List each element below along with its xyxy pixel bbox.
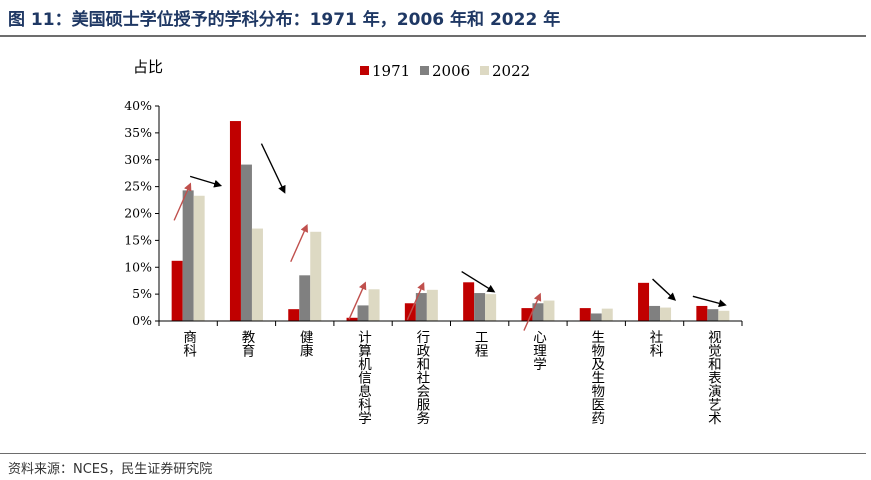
bar-1971-7 — [579, 308, 591, 321]
x-category-label: 心理学 — [530, 330, 547, 371]
trend-arrow-5 — [461, 270, 496, 293]
y-axis: 0% 5% 10% 15% 20% 25% 30% 35% 40% — [124, 98, 160, 328]
y-tick-label: 10% — [124, 259, 152, 274]
bar-1971-3 — [346, 317, 358, 321]
bar-2006-1 — [240, 164, 252, 321]
bars — [171, 121, 730, 321]
legend: 1971 2006 2022 — [360, 62, 530, 80]
y-tick-label: 0% — [132, 313, 152, 328]
bar-2006-9 — [707, 309, 719, 321]
y-tick-label: 15% — [124, 232, 152, 247]
trend-arrow-0 — [173, 182, 192, 221]
legend-swatch-2006 — [420, 66, 429, 75]
y-tick-label: 5% — [132, 286, 152, 301]
bar-2022-1 — [251, 228, 263, 321]
y-axis-label: 占比 — [133, 58, 163, 76]
bar-1971-5 — [463, 282, 475, 321]
figure-title: 图 11：美国硕士学位授予的学科分布：1971 年，2006 年和 2022 年 — [8, 10, 561, 30]
bar-chart: 占比 1971 2006 2022 0% 5% 10% 15% 20% 25% 30% 35% 40… — [124, 58, 743, 425]
footer-divider — [0, 453, 866, 454]
x-category-label: 教育 — [238, 330, 255, 358]
x-category-label: 计算机信息科学 — [355, 330, 372, 425]
trend-arrow-4 — [406, 281, 425, 321]
trend-arrow-8 — [652, 278, 677, 301]
y-tick-label: 35% — [124, 125, 152, 140]
x-category-label: 视觉和表演艺术 — [705, 330, 722, 425]
trend-arrows — [173, 143, 727, 331]
y-tick-label: 30% — [124, 152, 152, 167]
bar-2022-0 — [193, 195, 205, 321]
legend-label-2022: 2022 — [492, 62, 530, 80]
title-divider — [0, 35, 866, 37]
bar-2006-2 — [299, 275, 311, 321]
trend-arrow-2 — [290, 223, 308, 263]
x-category-label: 工程 — [472, 330, 489, 358]
trend-arrow-1 — [260, 143, 286, 194]
bar-2022-7 — [601, 308, 613, 321]
bar-1971-6 — [521, 308, 533, 321]
legend-label-2006: 2006 — [432, 62, 470, 80]
bar-2006-7 — [590, 313, 602, 321]
bar-2022-8 — [660, 307, 672, 321]
bar-1971-8 — [638, 282, 650, 321]
bar-2006-8 — [649, 305, 661, 321]
bar-2022-6 — [543, 300, 555, 321]
x-category-label: 社科 — [647, 330, 664, 358]
bar-2022-9 — [718, 310, 730, 321]
bar-2022-5 — [485, 294, 497, 321]
bar-2022-2 — [310, 231, 322, 321]
bar-2006-0 — [182, 190, 194, 321]
source-note: 资料来源：NCES，民生证券研究院 — [8, 462, 213, 477]
bar-1971-1 — [229, 121, 241, 321]
x-category-label: 生物及生物医药 — [588, 330, 605, 425]
x-category-label: 健康 — [297, 330, 314, 358]
legend-label-1971: 1971 — [372, 62, 410, 80]
bar-2022-4 — [426, 289, 438, 321]
trend-arrow-6 — [523, 292, 542, 331]
x-axis: 商科 教育 健康 计算机信息科学 行政和社会服务 工程 心理学 生物及生物医药 社科 视觉和表演艺… — [158, 320, 743, 425]
bar-2006-5 — [474, 293, 486, 321]
bar-2022-3 — [368, 289, 380, 321]
x-category-label: 商科 — [180, 330, 197, 358]
bar-1971-9 — [696, 305, 708, 321]
trend-arrow-0 — [189, 175, 223, 188]
legend-swatch-2022 — [480, 66, 489, 75]
y-tick-label: 40% — [124, 98, 152, 113]
y-tick-label: 25% — [124, 179, 152, 194]
x-category-label: 行政和社会服务 — [413, 330, 430, 425]
bar-1971-2 — [288, 309, 300, 321]
legend-swatch-1971 — [360, 66, 369, 75]
bar-2006-4 — [415, 293, 427, 321]
trend-arrow-3 — [348, 281, 367, 320]
trend-arrow-9 — [692, 295, 727, 308]
bar-2006-3 — [357, 305, 369, 321]
y-tick-label: 20% — [124, 206, 152, 221]
bar-1971-0 — [171, 260, 183, 321]
bar-2006-6 — [532, 303, 544, 321]
